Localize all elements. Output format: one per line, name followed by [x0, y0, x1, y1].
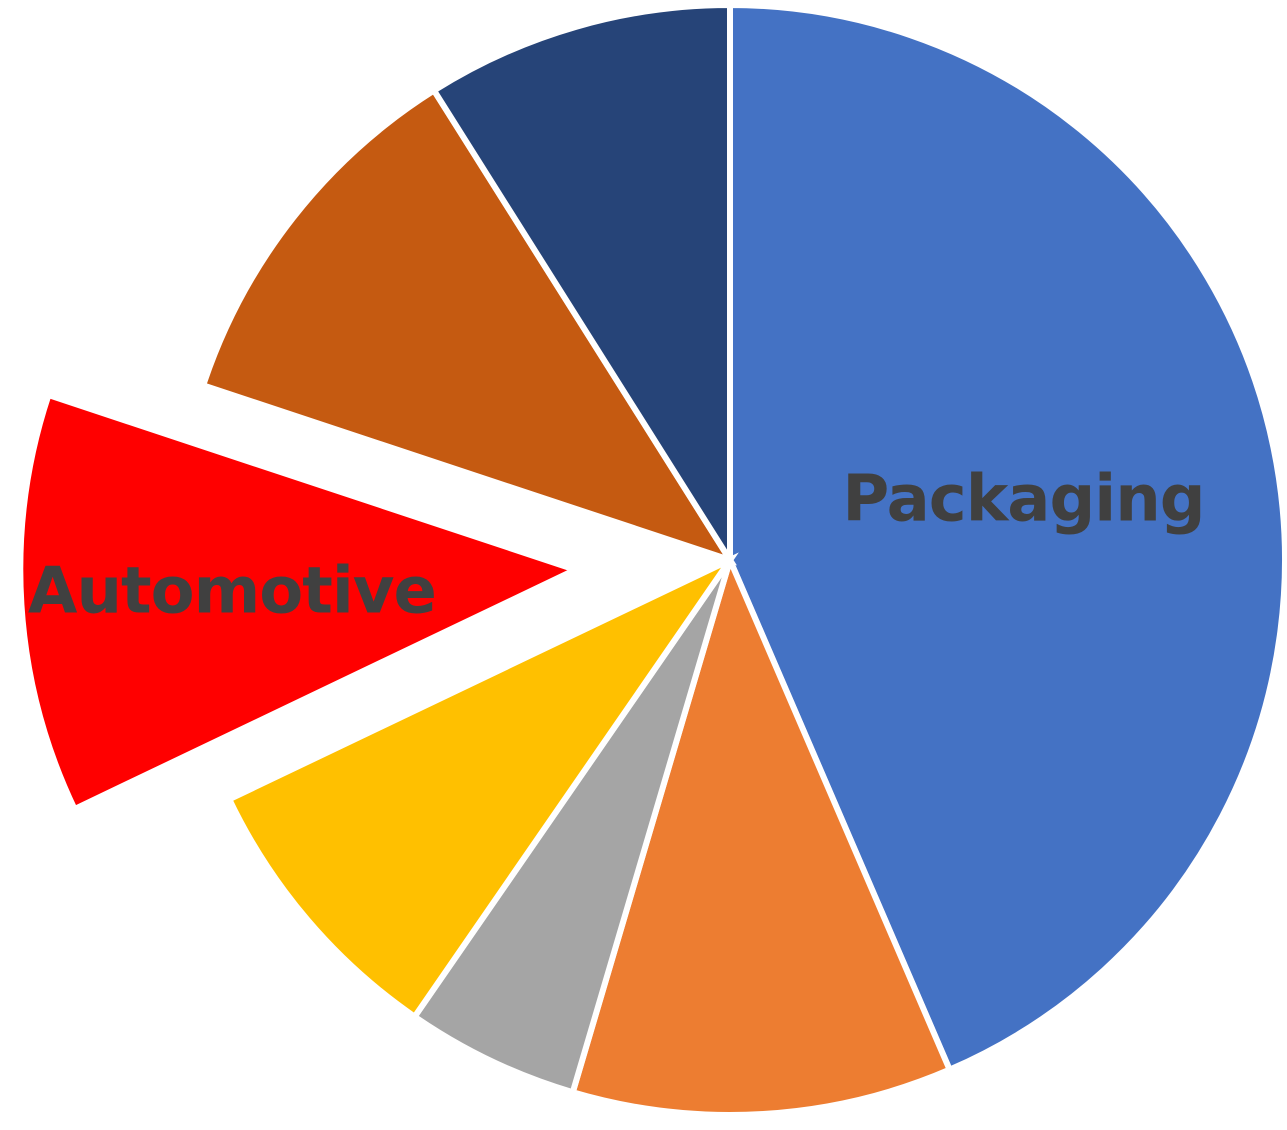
slice-label-automotive: Automotive	[28, 554, 436, 628]
pie-labels: Packaging Automotive	[28, 462, 1206, 628]
slice-label-packaging: Packaging	[842, 462, 1204, 536]
pie-slice-7	[429, 1, 733, 571]
pie-slice-2	[569, 551, 954, 1118]
pie-slices	[17, 1, 1287, 1118]
pie-slice-4	[225, 552, 739, 1021]
pie-slice-6	[199, 86, 738, 566]
pie-slice-3	[410, 558, 733, 1096]
pie-slice-automotive	[17, 391, 584, 814]
pie-slice-packaging	[727, 1, 1287, 1074]
